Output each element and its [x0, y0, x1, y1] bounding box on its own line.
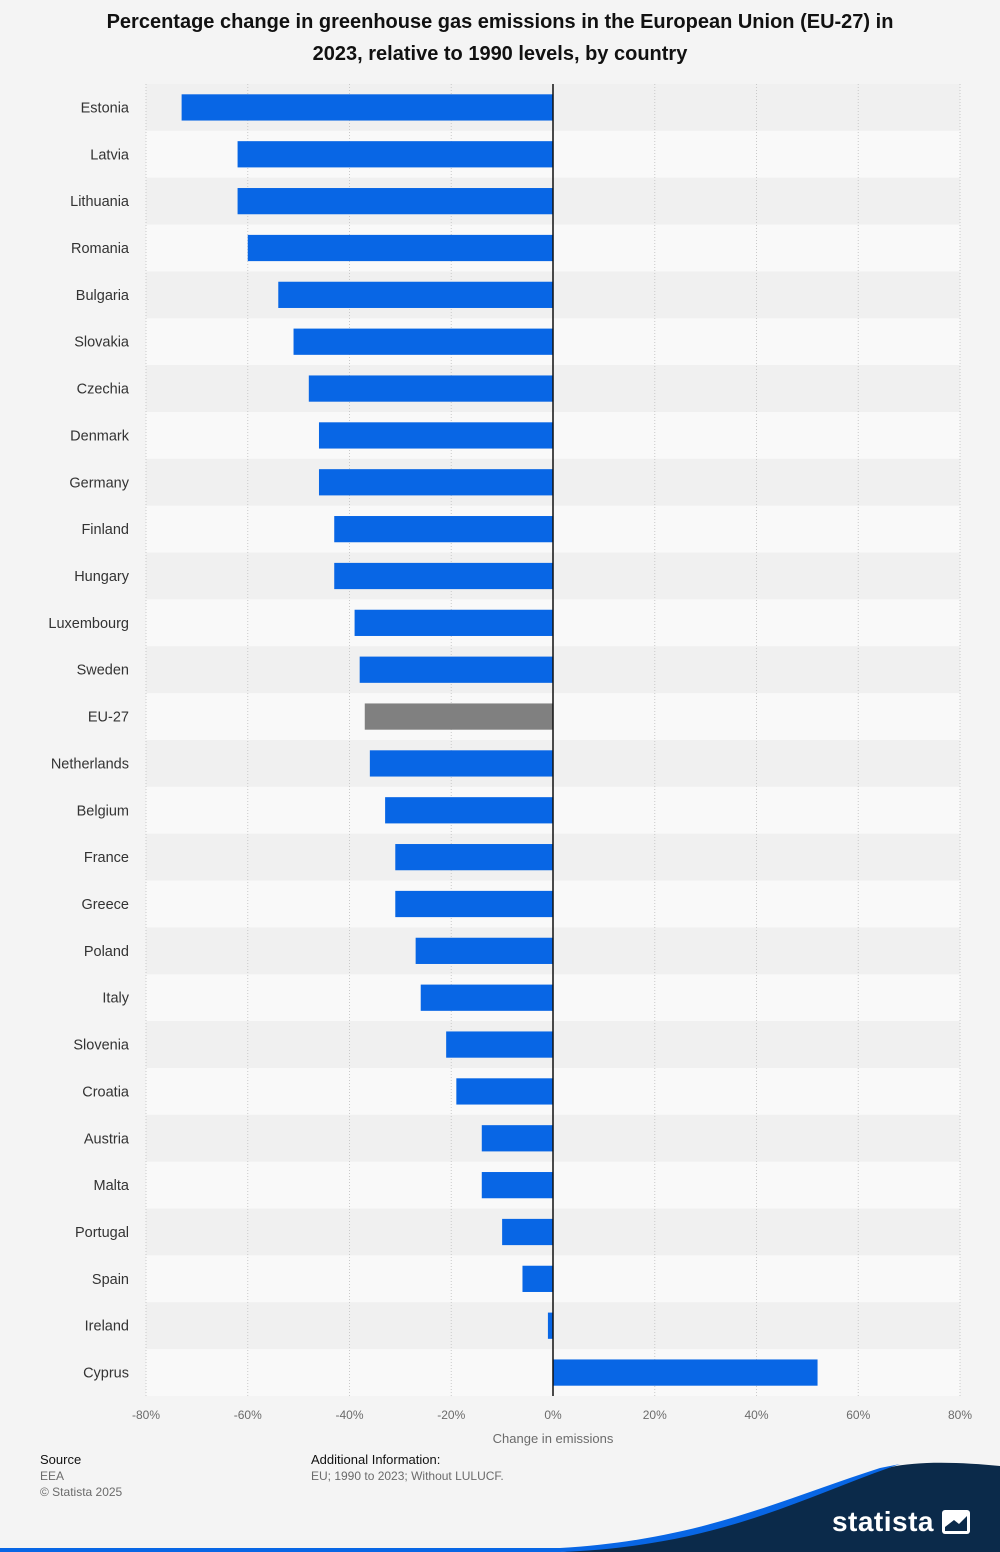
category-label: Lithuania — [70, 194, 130, 210]
bar-netherlands[interactable] — [369, 750, 553, 777]
bar-ireland[interactable] — [547, 1312, 553, 1339]
bar-italy[interactable] — [420, 984, 553, 1011]
category-label: Portugal — [75, 1225, 129, 1241]
bar-germany[interactable] — [318, 469, 553, 496]
category-label: Slovenia — [73, 1038, 130, 1054]
category-label: France — [84, 850, 129, 866]
additional-info-block: Additional Information: EU; 1990 to 2023… — [311, 1452, 504, 1484]
bar-slovenia[interactable] — [446, 1031, 553, 1058]
category-label: Finland — [81, 522, 129, 538]
bar-finland[interactable] — [334, 516, 553, 543]
source-block: Source EEA © Statista 2025 — [40, 1452, 122, 1500]
category-label: Estonia — [81, 100, 130, 116]
bar-hungary[interactable] — [334, 562, 553, 590]
additional-info-heading: Additional Information: — [311, 1452, 441, 1467]
bar-malta[interactable] — [481, 1172, 553, 1199]
category-label: Romania — [71, 241, 130, 257]
x-tick-label: -60% — [234, 1408, 262, 1422]
category-label: Belgium — [77, 803, 129, 819]
category-label: Croatia — [82, 1084, 130, 1100]
bar-belgium[interactable] — [385, 797, 553, 824]
category-label: Greece — [81, 897, 129, 913]
bar-estonia[interactable] — [181, 94, 554, 121]
category-label: Denmark — [70, 428, 130, 444]
bar-czechia[interactable] — [308, 375, 553, 402]
copyright: © Statista 2025 — [40, 1485, 123, 1499]
x-tick-label: -40% — [335, 1408, 363, 1422]
category-label: Slovakia — [74, 335, 130, 351]
x-tick-label: 80% — [948, 1408, 972, 1422]
category-label: Netherlands — [51, 756, 129, 772]
source-name[interactable]: EEA — [40, 1469, 65, 1483]
chart-title: Percentage change in greenhouse gas emis… — [106, 11, 894, 65]
category-label: Luxembourg — [48, 616, 129, 632]
bar-cyprus[interactable] — [553, 1359, 818, 1386]
bar-greece[interactable] — [395, 890, 553, 918]
category-label: Malta — [94, 1178, 130, 1194]
category-label: Spain — [92, 1272, 129, 1288]
category-label: Bulgaria — [76, 288, 130, 304]
x-tick-label: 0% — [544, 1408, 562, 1422]
bar-latvia[interactable] — [237, 141, 553, 168]
category-label: Hungary — [74, 569, 130, 585]
bar-eu-27[interactable] — [364, 703, 553, 730]
category-label: Germany — [69, 475, 129, 491]
category-label: Poland — [84, 944, 129, 960]
bar-bulgaria[interactable] — [278, 281, 553, 308]
statista-logo[interactable]: statista — [832, 1506, 970, 1538]
x-tick-label: 60% — [846, 1408, 870, 1422]
bar-sweden[interactable] — [359, 656, 553, 683]
category-label: Ireland — [85, 1319, 129, 1335]
statista-logo-icon — [942, 1510, 970, 1534]
brand-name: statista — [831, 1506, 934, 1537]
bar-denmark[interactable] — [318, 422, 553, 449]
bar-portugal[interactable] — [502, 1218, 553, 1246]
x-tick-label: -20% — [437, 1408, 465, 1422]
bar-romania[interactable] — [247, 234, 553, 262]
bar-spain[interactable] — [522, 1265, 553, 1292]
x-tick-label: -80% — [132, 1408, 160, 1422]
bar-lithuania[interactable] — [237, 188, 553, 215]
category-label: Czechia — [77, 382, 130, 398]
bar-austria[interactable] — [481, 1125, 553, 1152]
category-label: Italy — [102, 991, 129, 1007]
x-tick-label: 20% — [643, 1408, 667, 1422]
bar-france[interactable] — [395, 844, 553, 871]
bar-croatia[interactable] — [456, 1078, 553, 1105]
bar-poland[interactable] — [415, 937, 553, 964]
source-heading: Source — [40, 1452, 82, 1467]
category-label: Sweden — [77, 663, 129, 679]
category-label: Cyprus — [83, 1366, 129, 1382]
brand-wave — [0, 1462, 1000, 1552]
category-label: EU-27 — [88, 710, 129, 726]
additional-info-text: EU; 1990 to 2023; Without LULUCF. — [311, 1469, 504, 1483]
x-axis-label: Change in emissions — [493, 1431, 614, 1446]
x-tick-label: 40% — [744, 1408, 768, 1422]
bar-slovakia[interactable] — [293, 328, 553, 355]
bar-luxembourg[interactable] — [354, 609, 553, 636]
category-label: Latvia — [90, 147, 130, 163]
category-label: Austria — [84, 1131, 130, 1147]
